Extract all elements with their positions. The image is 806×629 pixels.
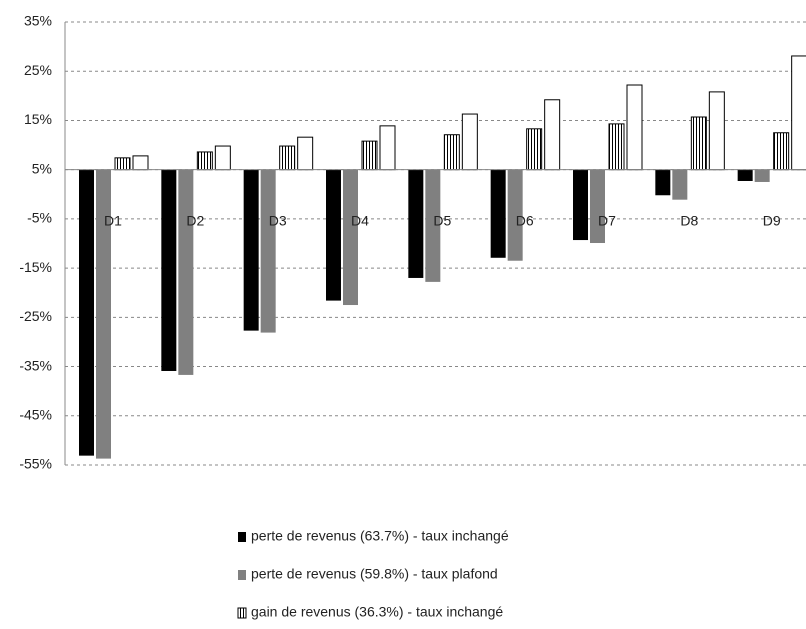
bar: [490, 169, 506, 258]
x-tick-label: D2: [186, 213, 204, 229]
bar: [243, 169, 259, 331]
bar: [708, 91, 725, 171]
legend-label: perte de revenus (63.7%) - taux inchangé: [251, 528, 509, 544]
bar: [672, 169, 688, 200]
y-tick-label: -25%: [19, 308, 52, 324]
bar: [343, 169, 358, 306]
x-tick-label: D3: [269, 213, 287, 229]
x-tick-label: D9: [763, 213, 781, 229]
bar: [326, 169, 341, 301]
bar: [214, 145, 231, 171]
x-tick-label: D4: [351, 213, 369, 229]
bar: [526, 128, 543, 171]
bar: [96, 169, 111, 459]
legend-label: gain de revenus (36.3%) - taux inchangé: [251, 604, 503, 620]
bar: [461, 113, 478, 171]
bar: [260, 169, 276, 333]
bar: [114, 157, 131, 171]
x-tick-label: D1: [104, 213, 122, 229]
legend-swatch: [237, 607, 247, 619]
bar: [361, 140, 378, 171]
bar: [379, 125, 396, 171]
bar: [132, 155, 149, 171]
x-tick-label: D6: [516, 213, 534, 229]
bar: [791, 55, 806, 171]
x-tick-label: D7: [598, 213, 616, 229]
y-tick-label: 15%: [24, 111, 52, 127]
bar: [443, 134, 460, 171]
bar: [626, 84, 643, 171]
bar: [79, 169, 94, 456]
bar: [297, 136, 314, 171]
x-tick-label: D8: [680, 213, 698, 229]
bar: [279, 145, 296, 171]
y-tick-label: -5%: [27, 210, 52, 226]
legend-label: perte de revenus (59.8%) - taux plafond: [251, 566, 498, 582]
y-tick-label: 5%: [32, 160, 52, 176]
y-tick-label: -55%: [19, 456, 52, 472]
x-tick-label: D5: [433, 213, 451, 229]
bar: [655, 169, 671, 196]
y-tick-label: -15%: [19, 259, 52, 275]
legend-swatch: [238, 532, 246, 542]
y-tick-label: 35%: [24, 13, 52, 29]
bar: [737, 169, 753, 181]
bar: [178, 169, 194, 375]
y-tick-label: -35%: [19, 357, 52, 373]
bar: [161, 169, 177, 371]
bar: [590, 169, 605, 244]
bar: [690, 116, 707, 171]
bar: [196, 151, 213, 171]
bar: [573, 169, 588, 241]
bar: [754, 169, 770, 182]
y-tick-label: -45%: [19, 406, 52, 422]
bar: [408, 169, 424, 278]
bar: [773, 132, 790, 171]
bar: [507, 169, 523, 261]
bar: [425, 169, 441, 282]
bar: [608, 123, 625, 171]
y-tick-label: 25%: [24, 62, 52, 78]
legend-swatch: [238, 570, 246, 580]
bar: [544, 99, 561, 171]
